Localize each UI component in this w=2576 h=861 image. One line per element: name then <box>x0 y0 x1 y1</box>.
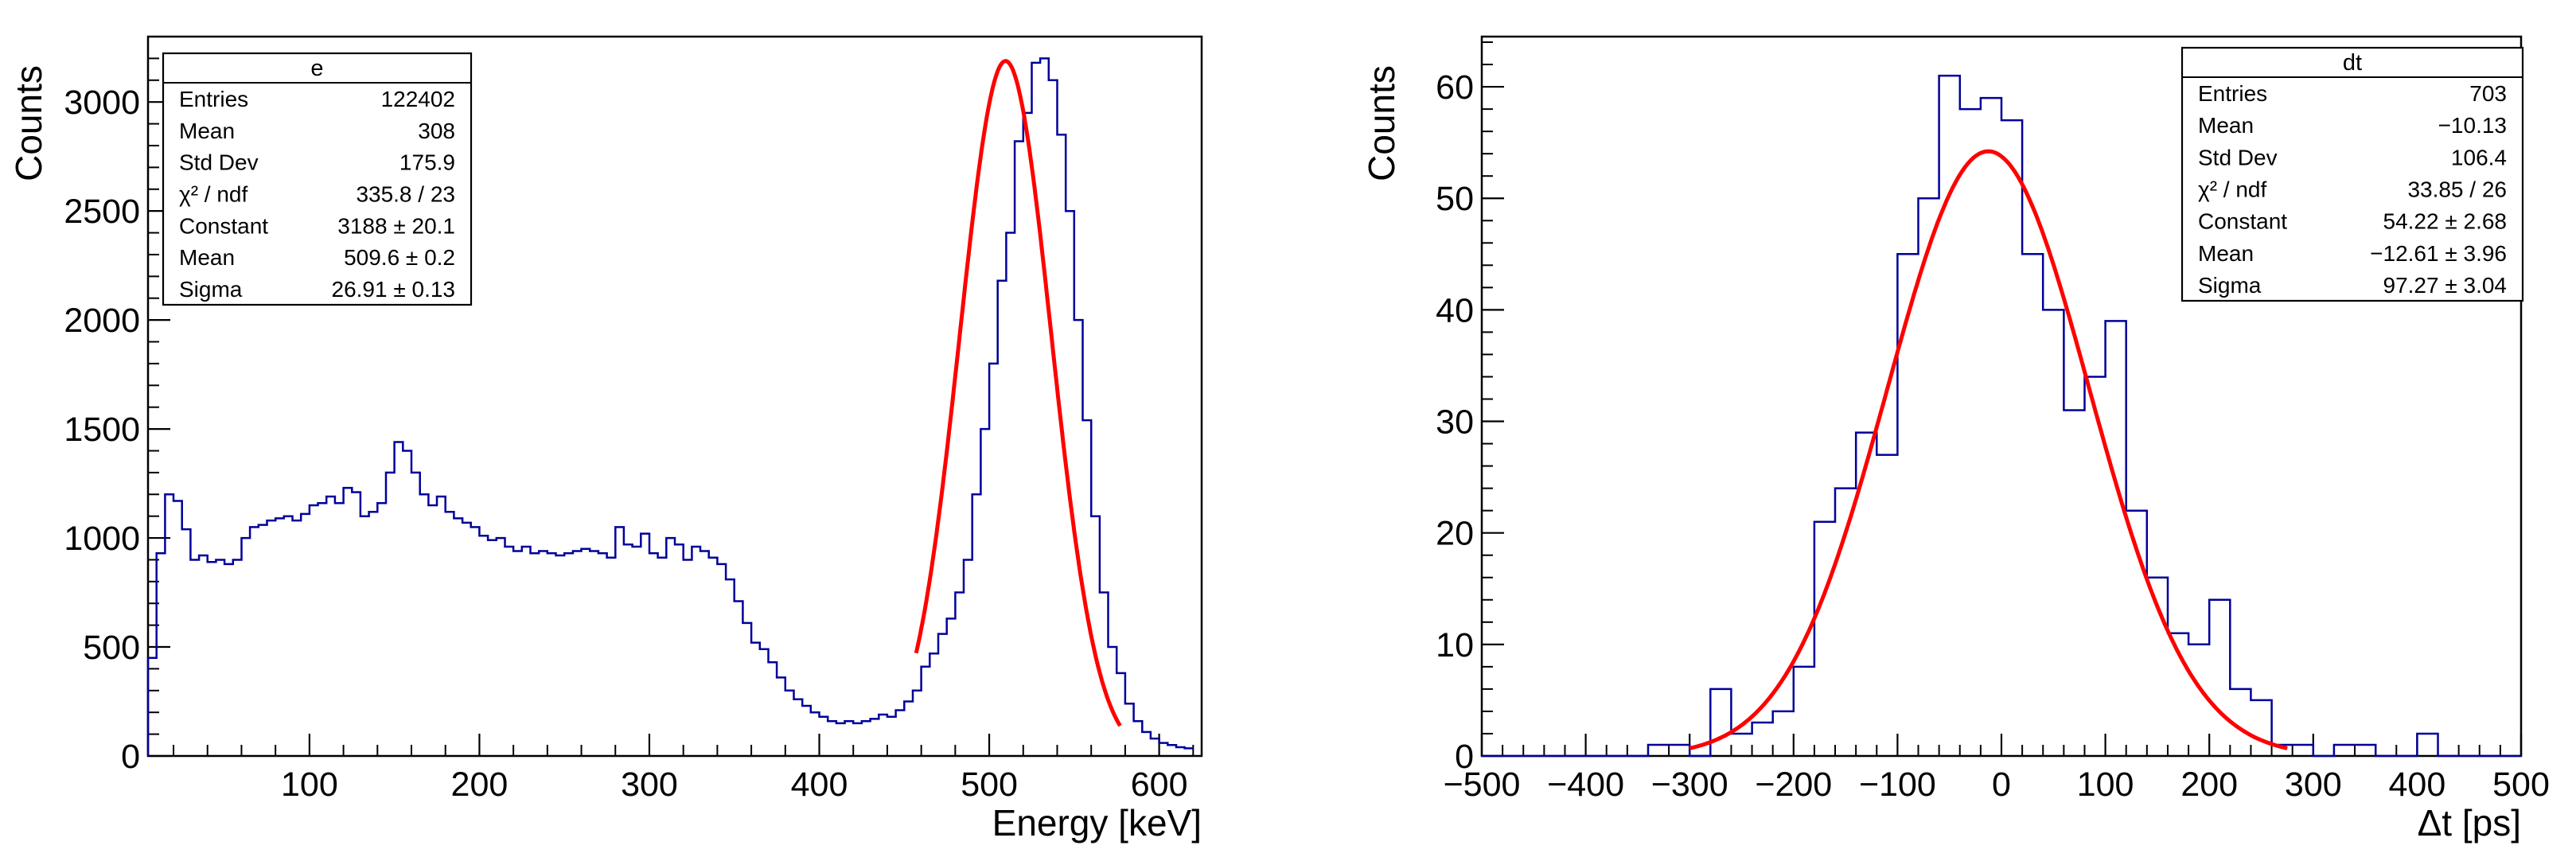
stats-box-frame <box>2180 46 2524 302</box>
y-tick-label: 40 <box>1436 291 1474 329</box>
stats-label: Constant <box>179 213 268 238</box>
y-tick-label: 3000 <box>64 84 140 122</box>
x-tick-label: 400 <box>2389 766 2446 804</box>
x-tick-label: −400 <box>1547 766 1624 804</box>
stats-label: Std Dev <box>179 150 259 175</box>
stats-label: χ² / ndf <box>179 182 248 207</box>
y-tick-label: 20 <box>1436 515 1474 553</box>
stats-value: 122402 <box>381 87 455 111</box>
histogram-series <box>146 57 1194 756</box>
x-tick-label: 300 <box>621 766 678 804</box>
stats-value: 175.9 <box>399 150 455 175</box>
stats-value: 26.91 ± 0.13 <box>332 277 456 302</box>
stats-box-frame <box>162 52 473 306</box>
x-tick-label: 600 <box>1131 766 1188 804</box>
stats-label: Sigma <box>179 277 243 302</box>
stats-label: Mean <box>179 119 235 143</box>
stats-box-title: dt <box>2343 50 2362 76</box>
stats-value: −10.13 <box>2438 113 2507 138</box>
x-tick-label: 200 <box>2180 766 2238 804</box>
y-tick-label: 60 <box>1436 68 1474 107</box>
stats-value: 335.8 / 23 <box>356 182 455 207</box>
y-tick-label: 0 <box>121 738 140 776</box>
x-tick-label: 400 <box>791 766 848 804</box>
y-tick-label: 1500 <box>64 411 140 449</box>
stats-label: Constant <box>2198 209 2287 234</box>
x-tick-label: 300 <box>2285 766 2342 804</box>
y-tick-label: 1000 <box>64 520 140 558</box>
y-tick-label: 2000 <box>64 302 140 340</box>
plot-frame <box>146 35 1203 758</box>
y-axis-title: Counts <box>8 65 49 181</box>
y-tick-label: 30 <box>1436 403 1474 442</box>
stats-value: 308 <box>418 119 455 143</box>
stats-label: Entries <box>2198 81 2267 106</box>
stats-label: χ² / ndf <box>2198 177 2267 202</box>
x-axis-title: Δt [ps] <box>2418 802 2521 843</box>
stats-value: 3188 ± 20.1 <box>337 213 455 238</box>
fit-curve <box>1689 149 2288 750</box>
stats-label: Mean <box>179 245 235 270</box>
stats-value: 106.4 <box>2451 145 2507 169</box>
y-tick-label: 10 <box>1436 626 1474 664</box>
stats-value: 54.22 ± 2.68 <box>2383 209 2508 234</box>
stats-value: −12.61 ± 3.96 <box>2370 241 2507 266</box>
x-tick-label: −500 <box>1444 766 1521 804</box>
histogram-series <box>1482 74 2521 758</box>
fit-curve <box>914 59 1122 727</box>
stats-label: Entries <box>179 87 248 111</box>
x-tick-label: 500 <box>2492 766 2550 804</box>
y-tick-label: 0 <box>1455 738 1474 776</box>
stats-box: e Entries 122402 Mean 308 Std Dev 175.9 χ² / nd… <box>162 52 473 306</box>
x-tick-label: 200 <box>451 766 509 804</box>
stats-value: 33.85 / 26 <box>2407 177 2507 202</box>
x-tick-label: 500 <box>961 766 1018 804</box>
x-tick-label: 100 <box>2077 766 2134 804</box>
y-axis-title: Counts <box>1361 65 1402 181</box>
y-tick-label: 50 <box>1436 180 1474 218</box>
x-tick-label: −200 <box>1755 766 1832 804</box>
stats-label: Mean <box>2198 241 2254 266</box>
x-tick-label: 100 <box>281 766 338 804</box>
stats-label: Sigma <box>2198 273 2262 298</box>
x-axis-title: Energy [keV] <box>992 802 1202 843</box>
stats-value: 703 <box>2469 81 2507 106</box>
stats-box: dt Entries 703 Mean −10.13 Std Dev 106.4 χ² / n… <box>2180 46 2524 302</box>
stats-box-title: e <box>310 56 323 81</box>
stats-value: 97.27 ± 3.04 <box>2383 273 2508 298</box>
chart-panel-2: −500 −400 −300 −200 −100 0 100 200 300 400 500 0 10 2… <box>1361 35 2550 843</box>
chart-panel-1: 100 200 300 400 500 600 0 500 1000 1500 2000 2500 30… <box>8 35 1203 843</box>
y-tick-label: 500 <box>83 629 140 667</box>
x-tick-label: −100 <box>1859 766 1936 804</box>
stats-label: Std Dev <box>2198 145 2278 169</box>
stats-value: 509.6 ± 0.2 <box>344 245 455 270</box>
x-tick-label: 0 <box>1992 766 2011 804</box>
y-tick-label: 2500 <box>64 193 140 231</box>
x-tick-label: −300 <box>1651 766 1728 804</box>
stats-label: Mean <box>2198 113 2254 138</box>
